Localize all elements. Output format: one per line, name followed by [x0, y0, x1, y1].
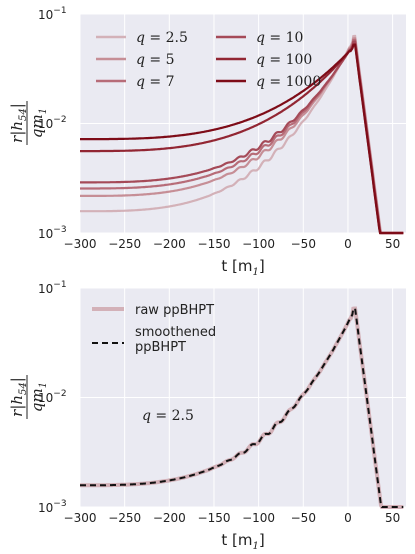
top-grid: [79, 13, 406, 234]
top-x-tick-label: 0: [344, 237, 352, 251]
legend-label-smoothened-ppbhpt: smoothened ppBHPT: [135, 325, 220, 355]
top-y-tick-labels: 10−1 10−2 10−3: [38, 6, 67, 241]
bottom-x-tick-label: −250: [108, 511, 141, 525]
top-x-tick-label: −300: [64, 237, 97, 251]
bottom-legend: raw ppBHPT smoothened ppBHPT: [92, 303, 220, 355]
legend-label-q-2.5: q = 2.5: [136, 30, 188, 46]
bottom-y-axis-label: r|h54| qm1: [8, 375, 49, 419]
bottom-grid: [79, 287, 406, 508]
top-y-tick-label: 10−1: [38, 6, 67, 22]
bottom-x-tick-label: 50: [385, 511, 400, 525]
top-x-tick-label: −100: [242, 237, 275, 251]
top-x-tick-label: −50: [291, 237, 316, 251]
top-series-line-q-1000: [80, 44, 404, 235]
top-panel: q = 2.5 q = 5 q = 7 q = 10 q = 100 q = 1…: [8, 6, 406, 278]
bottom-x-tick-label: −200: [153, 511, 186, 525]
legend-label-q-100: q = 100: [256, 52, 312, 68]
bottom-x-axis-label: t [m1]: [221, 531, 264, 552]
top-y-axis-label: r|h54| qm1: [8, 101, 49, 145]
top-x-tick-label: −150: [198, 237, 231, 251]
top-x-tick-label: 50: [385, 237, 400, 251]
top-x-tick-label: −250: [108, 237, 141, 251]
bottom-x-tick-label: −150: [198, 511, 231, 525]
bottom-x-tick-label: −100: [242, 511, 275, 525]
bottom-x-tick-label: −300: [64, 511, 97, 525]
top-x-axis-label: t [m1]: [221, 257, 264, 278]
svg-text:r|h54|: r|h54|: [8, 103, 29, 143]
q-annotation: q = 2.5: [142, 408, 194, 424]
legend-label-q-10: q = 10: [256, 30, 303, 46]
svg-text:qm1: qm1: [28, 108, 49, 138]
bottom-y-tick-label: 10−3: [38, 499, 67, 515]
top-legend: q = 2.5 q = 5 q = 7 q = 10 q = 100 q = 1…: [96, 30, 321, 90]
legend-label-q-1000: q = 1000: [256, 74, 321, 90]
bottom-panel: raw ppBHPT smoothened ppBHPT q = 2.5 10−…: [8, 280, 406, 552]
top-series-group: [80, 34, 404, 235]
bottom-y-tick-label: 10−1: [38, 280, 67, 296]
legend-label-raw-ppbhpt: raw ppBHPT: [135, 303, 214, 318]
top-y-tick-label: 10−3: [38, 225, 67, 241]
top-x-tick-label: −200: [153, 237, 186, 251]
legend-label-q-7: q = 7: [136, 74, 175, 90]
top-x-tick-labels: −300 −250 −200 −150 −100 −50 0 50: [64, 237, 401, 251]
svg-text:qm1: qm1: [28, 382, 49, 412]
top-y-tick-label: 10−2: [38, 115, 67, 131]
legend-label-q-5: q = 5: [136, 52, 175, 68]
bottom-y-tick-label: 10−2: [38, 389, 67, 405]
bottom-x-tick-label: −50: [291, 511, 316, 525]
bottom-y-tick-labels: 10−1 10−2 10−3: [38, 280, 67, 515]
bottom-x-tick-labels: −300 −250 −200 −150 −100 −50 0 50: [64, 511, 401, 525]
bottom-series-line-smoothened-ppbhpt: [80, 307, 404, 508]
bottom-x-tick-label: 0: [344, 511, 352, 525]
bottom-series-group: [80, 306, 404, 509]
svg-text:r|h54|: r|h54|: [8, 377, 29, 417]
